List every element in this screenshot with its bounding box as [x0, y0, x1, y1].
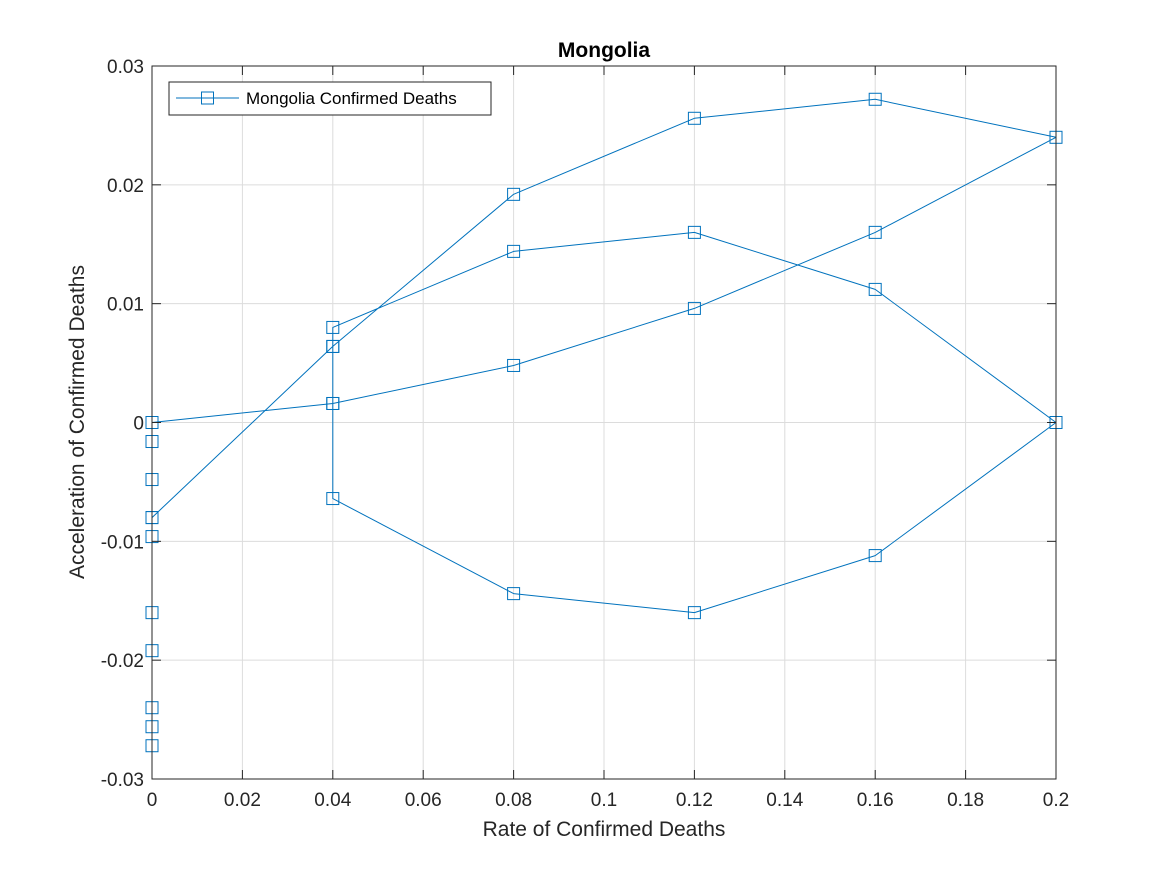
data-point-marker: [868, 549, 882, 563]
legend-marker: [201, 91, 214, 105]
x-axis-label: Rate of Confirmed Deaths: [483, 818, 726, 841]
x-tick-label: 0.06: [405, 790, 442, 811]
legend-label: Mongolia Confirmed Deaths: [246, 89, 457, 108]
data-point-marker: [687, 301, 701, 315]
data-point-marker: [507, 244, 521, 258]
legend: Mongolia Confirmed Deaths: [168, 81, 492, 116]
x-tick-label: 0.04: [314, 790, 351, 811]
data-point-marker: [868, 92, 882, 106]
data-point-marker: [687, 606, 701, 620]
data-point-marker: [868, 225, 882, 239]
y-tick-label: 0.02: [107, 176, 144, 197]
x-tick-label: 0.02: [224, 790, 261, 811]
data-point-marker: [687, 225, 701, 239]
x-tick-label: 0.08: [495, 790, 532, 811]
x-tick-label: 0.1: [591, 790, 617, 811]
y-tick-label: 0: [133, 414, 144, 435]
data-point-marker: [507, 187, 521, 201]
x-tick-label: 0.16: [857, 790, 894, 811]
data-point-marker: [507, 587, 521, 601]
y-tick-label: 0.03: [107, 57, 144, 78]
x-tick-label: 0: [147, 790, 158, 811]
data-point-marker: [326, 320, 340, 334]
data-point-marker: [507, 358, 521, 372]
y-tick-label: -0.01: [101, 532, 144, 553]
y-tick-label: -0.02: [101, 651, 144, 672]
chart-title: Mongolia: [558, 39, 650, 62]
tick-marks: [151, 65, 1057, 780]
y-axis-label: Acceleration of Confirmed Deaths: [66, 265, 89, 579]
x-tick-label: 0.2: [1043, 790, 1069, 811]
data-point-marker: [326, 339, 340, 353]
data-point-marker: [868, 282, 882, 296]
x-tick-label: 0.18: [947, 790, 984, 811]
data-point-marker: [687, 111, 701, 125]
x-tick-label: 0.12: [676, 790, 713, 811]
y-tick-label: -0.03: [101, 770, 144, 791]
data-point-marker: [326, 492, 340, 506]
data-point-marker: [326, 396, 340, 410]
tick-labels: 0 0.02 0.04 0.06 0.08 0.1 0.12 0.14 0.16 0.18 0.2 -…: [101, 57, 1070, 811]
y-tick-label: 0.01: [107, 295, 144, 316]
x-tick-label: 0.14: [766, 790, 803, 811]
